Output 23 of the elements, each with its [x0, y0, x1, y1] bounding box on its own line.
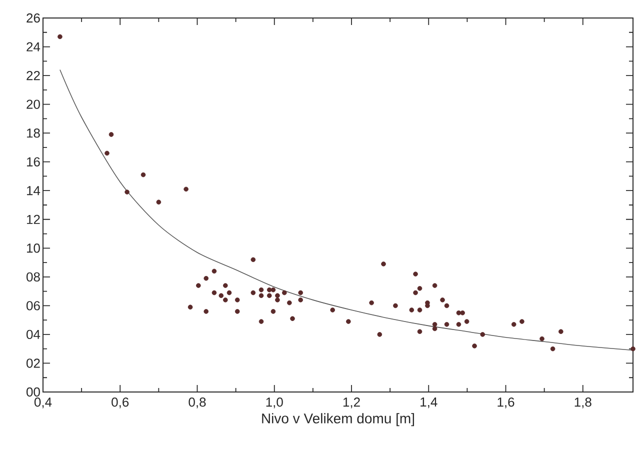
x-tick-label: 1,2	[343, 398, 360, 408]
y-tick-label: 10	[26, 244, 40, 253]
y-tick-label: 22	[26, 70, 40, 80]
y-tick-label: 24	[26, 42, 40, 52]
x-tick-label: 0,4	[34, 398, 52, 408]
x-axis-title: Nivo v Velikem domu [m]	[262, 413, 414, 426]
y-tick-label: 06	[26, 301, 40, 310]
y-tick-label: 14	[26, 186, 40, 196]
x-tick-label: 1,8	[574, 398, 592, 408]
y-tick-label: 04	[26, 330, 40, 340]
x-tick-label: 0,8	[188, 398, 206, 408]
y-tick-label: 02	[26, 358, 40, 368]
y-tick-label: 18	[26, 128, 40, 138]
y-tick-label: 00	[26, 387, 40, 397]
y-tick-label: 08	[26, 272, 40, 282]
y-tick-label: 20	[26, 100, 40, 109]
y-tick-label: 16	[26, 157, 40, 166]
x-tick-label: 1,6	[498, 398, 514, 408]
x-tick-label: 1,4	[420, 398, 438, 408]
x-tick-label: 1,0	[266, 398, 283, 408]
y-tick-label: 26	[26, 13, 40, 23]
y-tick-label: 12	[26, 214, 40, 224]
x-tick-label: 0,6	[112, 398, 129, 408]
